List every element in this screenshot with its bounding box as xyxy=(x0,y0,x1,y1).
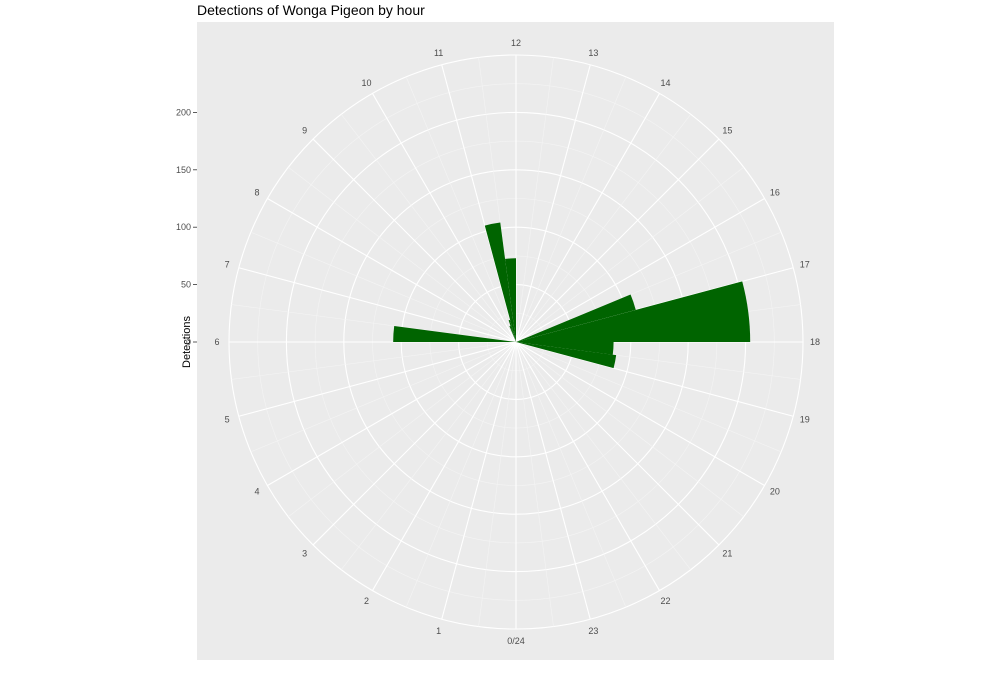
bar-wedge-1 xyxy=(509,325,516,342)
grid-spoke-major xyxy=(515,93,660,343)
bar-wedge-6 xyxy=(516,281,751,342)
grid-spoke-minor xyxy=(515,341,744,517)
hour-label: 16 xyxy=(770,188,780,198)
bar-wedge-4 xyxy=(505,258,516,342)
bar-wedge-5 xyxy=(516,294,636,342)
grid-spoke-major xyxy=(267,341,517,486)
grid-spoke-minor xyxy=(515,167,744,343)
hour-label: 18 xyxy=(810,337,820,347)
bar-wedge-8 xyxy=(516,342,617,369)
y-tick-label: 200 xyxy=(176,107,191,117)
hour-label: 9 xyxy=(302,126,307,136)
grid-spoke-major xyxy=(515,341,591,620)
grid-spoke-minor xyxy=(515,114,691,343)
hour-label: 2 xyxy=(364,596,369,606)
grid-spoke-minor xyxy=(341,114,517,343)
bar-wedge-3 xyxy=(484,222,516,342)
grid-spoke-minor xyxy=(515,76,627,343)
bar-wedge-7 xyxy=(516,342,614,355)
y-tick-label: 50 xyxy=(181,280,191,290)
grid-spoke-major xyxy=(515,341,660,591)
grid-spoke-major xyxy=(372,341,517,591)
grid-spoke-minor xyxy=(231,341,517,380)
hour-label: 20 xyxy=(770,487,780,497)
grid-spoke-major xyxy=(312,341,517,546)
hour-label: 15 xyxy=(722,126,732,136)
grid-spoke-minor xyxy=(515,341,554,627)
grid-spoke-minor xyxy=(478,341,517,627)
grid-spoke-minor xyxy=(515,341,627,608)
hour-label: 12 xyxy=(511,38,521,48)
grid-spoke-major xyxy=(312,138,517,343)
grid-spoke-minor xyxy=(515,57,554,343)
grid-spoke-minor xyxy=(341,341,517,570)
y-tick-label: 0 xyxy=(186,337,191,347)
hour-label: 5 xyxy=(225,414,230,424)
grid-spoke-major xyxy=(515,341,765,486)
chart-title: Detections of Wonga Pigeon by hour xyxy=(197,2,425,18)
hour-label: 23 xyxy=(588,626,598,636)
y-tick-label: 150 xyxy=(176,165,191,175)
hour-label: 3 xyxy=(302,548,307,558)
hour-label: 13 xyxy=(588,48,598,58)
grid-spoke-minor xyxy=(250,231,517,343)
grid-spoke-major xyxy=(441,64,517,343)
grid-spoke-major xyxy=(372,93,517,343)
hour-label: 1 xyxy=(436,626,441,636)
grid-spoke-major xyxy=(267,198,517,343)
hour-label: 10 xyxy=(361,78,371,88)
hour-label: 7 xyxy=(225,260,230,270)
hour-label: 8 xyxy=(255,188,260,198)
grid-spoke-major xyxy=(441,341,517,620)
hour-label: 0/24 xyxy=(507,636,525,646)
grid-spoke-major xyxy=(515,341,720,546)
grid-spoke-minor xyxy=(288,167,517,343)
hour-label: 14 xyxy=(660,78,670,88)
bar-wedge-2 xyxy=(508,319,516,342)
hour-label: 21 xyxy=(722,548,732,558)
hour-label: 4 xyxy=(255,487,260,497)
hour-label: 22 xyxy=(660,596,670,606)
grid-spoke-minor xyxy=(515,341,782,453)
grid-spoke-minor xyxy=(288,341,517,517)
grid-spoke-major xyxy=(515,138,720,343)
hour-label: 19 xyxy=(800,414,810,424)
grid-spoke-minor xyxy=(405,76,517,343)
hour-label: 11 xyxy=(434,48,443,58)
bar-wedge-0 xyxy=(393,325,516,342)
grid-spoke-major xyxy=(238,267,517,343)
y-tick-label: 100 xyxy=(176,222,191,232)
grid-spoke-minor xyxy=(515,341,691,570)
grid-spoke-major xyxy=(515,341,794,417)
hour-label: 6 xyxy=(214,337,219,347)
grid-spoke-major xyxy=(238,341,517,417)
grid-spoke-minor xyxy=(405,341,517,608)
grid-spoke-minor xyxy=(250,341,517,453)
grid-spoke-major xyxy=(515,198,765,343)
grid-spoke-major xyxy=(515,64,591,343)
hour-label: 17 xyxy=(800,260,810,270)
